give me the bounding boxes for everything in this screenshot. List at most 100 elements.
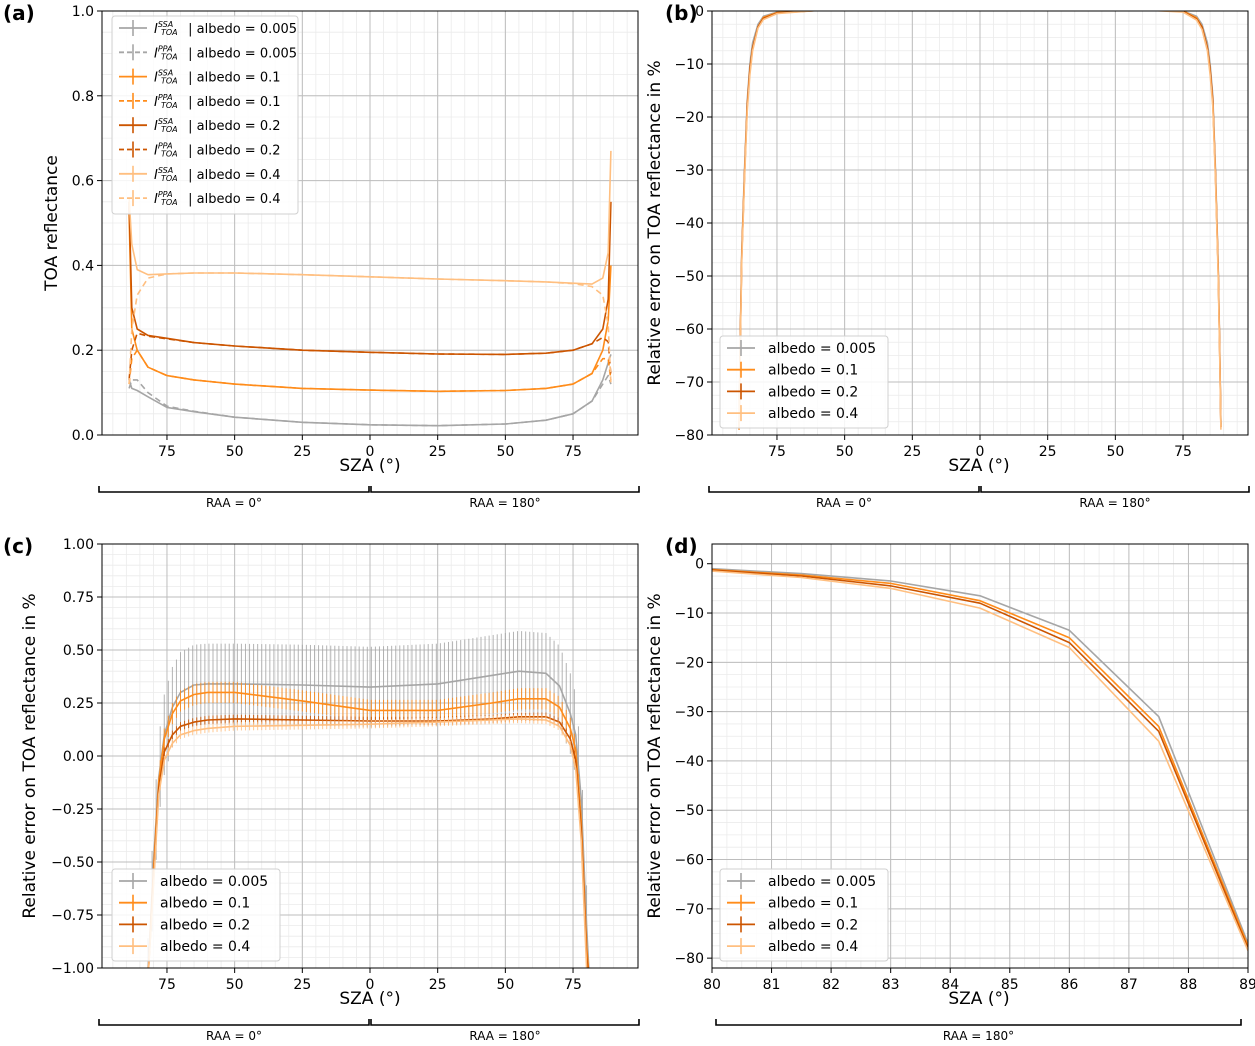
y-tick-label: −30 — [674, 163, 704, 179]
raa-bracket-label: RAA = 180° — [1079, 496, 1150, 510]
y-tick-label: −0.25 — [51, 802, 94, 818]
y-tick-label: −30 — [674, 705, 704, 721]
x-tick-label: 81 — [763, 977, 781, 993]
raa-bracket-label: RAA = 180° — [469, 1029, 540, 1043]
y-tick-label: −40 — [674, 216, 704, 232]
panel-label: (d) — [665, 534, 698, 558]
legend-label: albedo = 0.2 — [160, 917, 250, 933]
y-tick-label: 0.75 — [63, 590, 94, 606]
y-tick-label: 0.4 — [72, 258, 94, 274]
x-tick-label: 75 — [564, 977, 582, 993]
x-tick-label: 89 — [1239, 977, 1255, 993]
raa-bracket-label: RAA = 0° — [206, 496, 262, 510]
series-line-8 — [128, 272, 612, 385]
x-axis-label: SZA (°) — [948, 456, 1009, 476]
y-tick-label: −80 — [674, 951, 704, 967]
panel-c: 75 50 25 0 25 50 75 −1.00 −0.75 −0.50 −0.25 0.00 0.2… — [3, 534, 640, 1043]
x-tick-label: 80 — [703, 977, 721, 993]
legend-label: IPPA TOA | albedo = 0.1 — [154, 93, 281, 110]
raa-bracket — [370, 486, 640, 493]
legend-label: albedo = 0.1 — [160, 896, 250, 912]
legend: albedo = 0.005 albedo = 0.1 albedo = 0.2 al… — [719, 868, 889, 962]
y-tick-label: −60 — [674, 853, 704, 869]
series-line-1 — [147, 670, 590, 968]
x-tick-label: 75 — [768, 444, 786, 460]
raa-bracket — [98, 486, 370, 493]
legend-label: ISSA TOA | albedo = 0.4 — [154, 166, 281, 183]
series-line-4 — [128, 349, 612, 393]
y-tick-label: 0.0 — [72, 428, 94, 444]
legend-label: albedo = 0.1 — [768, 363, 858, 379]
raa-bracket — [708, 486, 980, 493]
y-tick-label: 0.8 — [72, 89, 94, 105]
y-tick-label: 0 — [695, 4, 704, 20]
y-tick-label: −10 — [674, 606, 704, 622]
legend-label: ISSA TOA | albedo = 0.005 — [154, 20, 297, 37]
legend-frame — [719, 335, 889, 429]
x-axis-label: SZA (°) — [339, 989, 400, 1009]
legend-label: albedo = 0.4 — [768, 406, 858, 422]
x-tick-label: 50 — [496, 444, 514, 460]
x-tick-label: 25 — [429, 444, 447, 460]
legend-label: ISSA TOA | albedo = 0.1 — [154, 69, 281, 86]
x-tick-label: 50 — [496, 977, 514, 993]
legend-label: albedo = 0.005 — [768, 874, 876, 890]
x-tick-label: 75 — [158, 444, 176, 460]
y-tick-label: 0.6 — [72, 174, 94, 190]
x-tick-label: 85 — [1001, 977, 1019, 993]
y-tick-label: −1.00 — [51, 961, 94, 977]
legend-label: albedo = 0.4 — [768, 939, 858, 955]
y-tick-label: 0.50 — [63, 643, 94, 659]
series-line-2 — [128, 374, 612, 427]
legend-label: albedo = 0.1 — [768, 896, 858, 912]
legend-label: albedo = 0.005 — [160, 874, 268, 890]
x-axis-label: SZA (°) — [948, 989, 1009, 1009]
legend: ISSA TOA | albedo = 0.005 IPPA TOA | albedo… — [111, 15, 299, 215]
x-tick-label: 75 — [1174, 444, 1192, 460]
series-line-3 — [712, 569, 1248, 949]
x-tick-label: 25 — [293, 444, 311, 460]
legend-label: IPPA TOA | albedo = 0.4 — [154, 190, 281, 207]
series-line-4 — [712, 570, 1248, 952]
panel-label: (b) — [665, 1, 698, 25]
y-tick-label: −70 — [674, 375, 704, 391]
raa-bracket — [370, 1019, 640, 1026]
x-tick-label: 50 — [1106, 444, 1124, 460]
y-tick-label: 0 — [695, 557, 704, 573]
x-tick-label: 0 — [366, 977, 375, 993]
x-tick-label: 82 — [822, 977, 840, 993]
plot-area — [128, 150, 612, 427]
y-tick-label: 0.00 — [63, 749, 94, 765]
x-axis-label: SZA (°) — [339, 456, 400, 476]
x-tick-label: 88 — [1180, 977, 1198, 993]
panel-b: 75 50 25 0 25 50 75−80−70−60−50−40−30−20−100SZ… — [645, 1, 1250, 510]
legend-label: albedo = 0.005 — [768, 341, 876, 357]
y-tick-label: −40 — [674, 754, 704, 770]
x-tick-label: 75 — [564, 444, 582, 460]
series-line-2 — [712, 568, 1248, 947]
raa-bracket — [715, 1019, 1242, 1026]
raa-bracket-label: RAA = 180° — [469, 496, 540, 510]
y-tick-label: 0.2 — [72, 343, 94, 359]
x-tick-label: 25 — [903, 444, 921, 460]
plot-area — [712, 567, 1248, 952]
x-tick-label: 25 — [1039, 444, 1057, 460]
y-tick-label: −50 — [674, 803, 704, 819]
series-line-1 — [712, 567, 1248, 944]
raa-bracket — [98, 1019, 370, 1026]
x-tick-label: 25 — [293, 977, 311, 993]
legend-label: IPPA TOA | albedo = 0.005 — [154, 44, 297, 61]
raa-bracket-label: RAA = 0° — [816, 496, 872, 510]
y-tick-label: −20 — [674, 655, 704, 671]
y-tick-label: 0.25 — [63, 696, 94, 712]
legend-label: albedo = 0.2 — [768, 384, 858, 400]
panel-label: (a) — [3, 1, 35, 25]
y-tick-label: 1.00 — [63, 537, 94, 553]
series-line-6 — [128, 332, 612, 380]
panel-a: 75 50 25 0 25 50 75 0.0 0.2 0.4 0.6 0.8 1.0 SZA (°) TO… — [3, 1, 640, 510]
x-tick-label: 50 — [226, 977, 244, 993]
panel-d: 80 81 82 83 84 85 86 87 88 89 −80 −70 −60 −50 −40 −30 −2… — [645, 534, 1255, 1043]
y-tick-label: −60 — [674, 322, 704, 338]
legend-label: albedo = 0.2 — [768, 917, 858, 933]
y-tick-label: −20 — [674, 110, 704, 126]
